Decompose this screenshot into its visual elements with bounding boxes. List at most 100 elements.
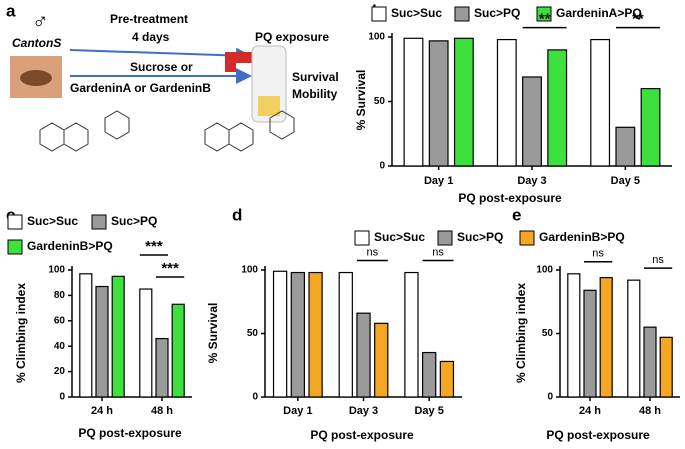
- x-tick-label: Day 1: [424, 175, 453, 187]
- bar: [374, 322, 389, 398]
- significance-label: ***: [161, 260, 179, 277]
- bar: [522, 76, 542, 167]
- y-tick-label: 100: [368, 32, 385, 43]
- bar: [308, 271, 323, 398]
- legend-swatch: [519, 230, 535, 246]
- bar: [290, 271, 305, 398]
- bar: [272, 270, 288, 398]
- strain: CantonS: [12, 36, 61, 50]
- panel-letter: a: [6, 1, 16, 20]
- bar: [496, 38, 517, 167]
- panel-letter: d: [232, 205, 242, 224]
- bar: [567, 273, 581, 398]
- significance-label: ns: [367, 246, 379, 258]
- significance-label: ns: [652, 254, 664, 266]
- legend-label: Suc>PQ: [111, 214, 157, 228]
- legend-label: Suc>PQ: [474, 6, 520, 20]
- panel-a: a ♂ CantonS Pre-treatment 4 days PQ expo…: [6, 1, 339, 152]
- bar: [139, 288, 153, 398]
- y-tick-label: 0: [547, 392, 553, 403]
- y-tick-label: 100: [241, 265, 258, 276]
- bar: [79, 273, 93, 398]
- legend-swatch: [354, 230, 370, 246]
- y-axis-label: % Climbing index: [514, 283, 528, 383]
- bar: [547, 49, 568, 167]
- panel-letter: e: [512, 205, 521, 224]
- legend-label: Suc>Suc: [391, 6, 442, 20]
- bar: [659, 336, 673, 398]
- y-tick-label: 20: [54, 366, 66, 377]
- legend-swatch: [454, 6, 470, 22]
- x-tick-label: 48 h: [151, 405, 173, 417]
- y-tick-label: 0: [379, 161, 385, 172]
- molecules: [39, 110, 295, 152]
- legend-label: Suc>PQ: [457, 230, 503, 244]
- bar: [422, 351, 437, 398]
- outcome: Mobility: [292, 87, 338, 101]
- bar: [111, 275, 125, 398]
- fly: [20, 70, 52, 86]
- x-axis-label: PQ post-exposure: [546, 428, 650, 442]
- y-axis-label: % Survival: [206, 303, 220, 364]
- y-tick-label: 50: [374, 96, 386, 107]
- y-tick-label: 80: [54, 290, 66, 301]
- y-tick-label: 60: [54, 315, 66, 326]
- bar: [590, 38, 611, 167]
- y-axis-label: % Climbing index: [14, 283, 28, 383]
- significance-label: ns: [592, 248, 604, 260]
- bar: [640, 87, 661, 167]
- bar: [404, 271, 419, 398]
- x-tick-label: Day 3: [517, 175, 546, 187]
- legend-swatch: [536, 6, 552, 22]
- y-tick-label: 50: [247, 328, 259, 339]
- x-axis-label: PQ post-exposure: [78, 426, 182, 440]
- legend-swatch: [7, 214, 23, 230]
- bar: [453, 37, 474, 167]
- x-axis-label: PQ post-exposure: [458, 191, 562, 205]
- x-tick-label: 24 h: [579, 405, 601, 417]
- arrow: [69, 47, 252, 64]
- duration: 4 days: [132, 30, 170, 44]
- pretreatment: Pre-treatment: [110, 12, 188, 26]
- sex-symbol: ♂: [32, 8, 49, 33]
- outcome: Survival: [292, 70, 339, 84]
- legend-label: Suc>Suc: [374, 230, 425, 244]
- bar: [627, 279, 641, 398]
- bar: [338, 271, 353, 398]
- bar: [155, 337, 169, 398]
- y-tick-label: 0: [59, 392, 65, 403]
- x-tick-label: 24 h: [91, 405, 113, 417]
- bar: [428, 40, 449, 167]
- bar: [171, 303, 185, 398]
- x-tick-label: Day 1: [283, 405, 312, 417]
- y-axis-label: % Survival: [354, 70, 368, 131]
- bar: [439, 360, 455, 398]
- y-tick-label: 100: [48, 265, 65, 276]
- legend-swatch: [7, 239, 23, 255]
- treatment-options: GardeninA or GardeninB: [70, 81, 211, 95]
- y-tick-label: 50: [542, 328, 554, 339]
- x-tick-label: Day 3: [349, 405, 378, 417]
- legend-label: GardeninB>PQ: [27, 239, 113, 253]
- bar: [615, 126, 636, 167]
- legend-swatch: [437, 230, 453, 246]
- legend-label: Suc>Suc: [27, 214, 78, 228]
- legend-swatch: [371, 6, 387, 22]
- exposure: PQ exposure: [255, 30, 329, 44]
- legend-swatch: [91, 214, 107, 230]
- bar: [583, 289, 597, 398]
- x-axis-label: PQ post-exposure: [310, 428, 414, 442]
- x-tick-label: Day 5: [414, 405, 443, 417]
- bar: [599, 277, 613, 398]
- bar: [643, 326, 657, 398]
- bar: [95, 285, 109, 398]
- legend-label: GardeninB>PQ: [539, 230, 625, 244]
- vial-food: [258, 96, 280, 116]
- x-tick-label: Day 5: [611, 175, 640, 187]
- legend-label: GardeninA>PQ: [556, 6, 642, 20]
- treatment: Sucrose or: [130, 60, 193, 74]
- significance-label: ***: [145, 238, 163, 255]
- red-arrow: [225, 45, 274, 72]
- significance-label: **: [539, 11, 551, 28]
